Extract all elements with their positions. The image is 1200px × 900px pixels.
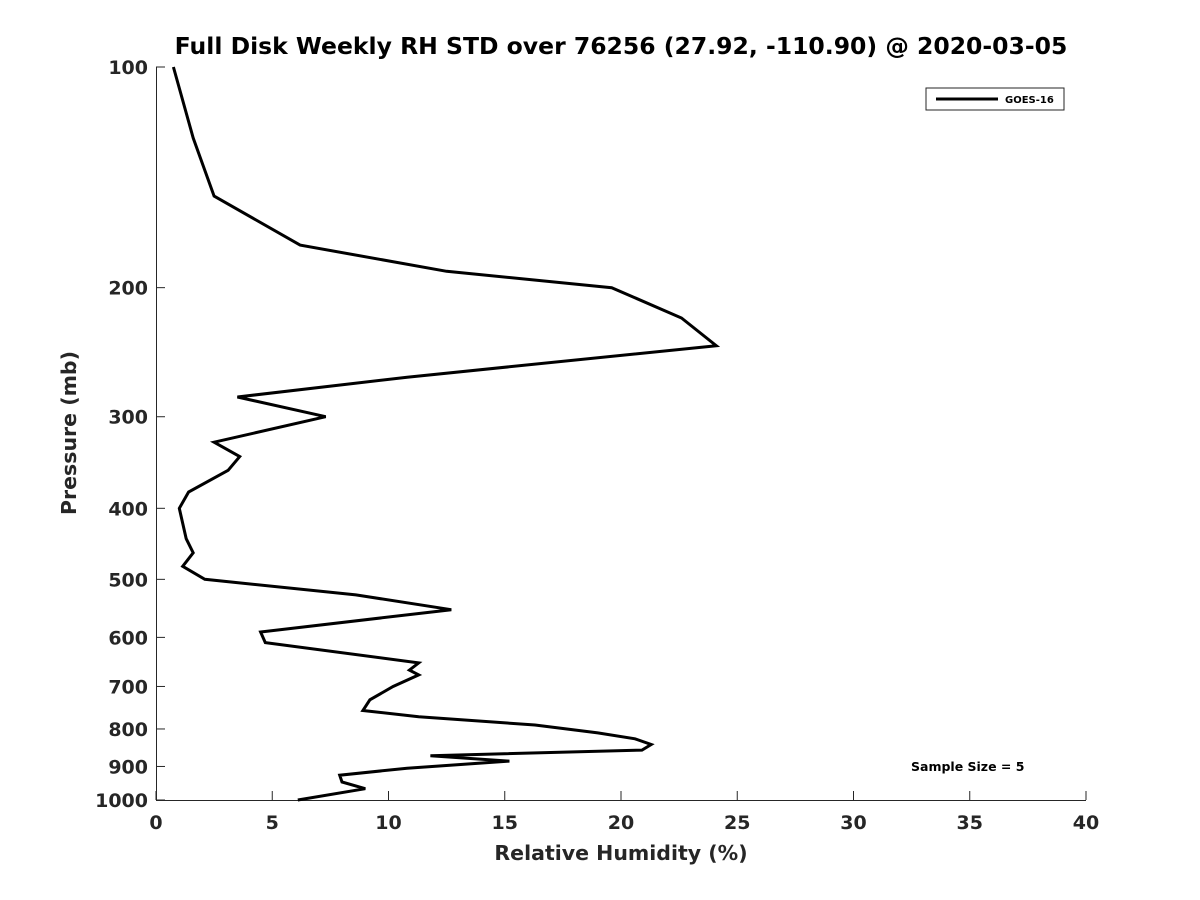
sample-size-annotation: Sample Size = 5 xyxy=(911,759,1024,774)
y-tick-label: 600 xyxy=(108,627,148,649)
x-tick-label: 20 xyxy=(608,812,634,834)
x-axis-label: Relative Humidity (%) xyxy=(494,841,747,865)
y-axis-label: Pressure (mb) xyxy=(57,351,81,515)
y-tick-label: 400 xyxy=(108,498,148,520)
x-tick-label: 0 xyxy=(149,812,162,834)
x-axis-ticks: 0 5 10 15 20 25 30 35 40 xyxy=(149,791,1099,834)
y-tick-label: 500 xyxy=(108,569,148,591)
x-tick-label: 15 xyxy=(492,812,518,834)
y-tick-label: 700 xyxy=(108,676,148,698)
y-tick-label: 800 xyxy=(108,719,148,741)
y-tick-label: 200 xyxy=(108,278,148,300)
y-tick-label: 300 xyxy=(108,407,148,429)
y-tick-label: 100 xyxy=(108,57,148,79)
x-tick-label: 10 xyxy=(375,812,401,834)
series-line-goes-16 xyxy=(171,66,721,802)
x-tick-label: 25 xyxy=(724,812,750,834)
y-axis-ticks: 100 200 300 400 500 600 700 800 900 1000 xyxy=(95,57,165,812)
x-tick-label: 30 xyxy=(840,812,866,834)
y-tick-label: 1000 xyxy=(95,790,148,812)
y-tick-label: 900 xyxy=(108,756,148,778)
legend-label-goes-16: GOES-16 xyxy=(1005,95,1054,106)
x-tick-label: 40 xyxy=(1073,812,1099,834)
chart-title: Full Disk Weekly RH STD over 76256 (27.9… xyxy=(175,32,1068,60)
legend: GOES-16 xyxy=(925,87,1065,111)
x-tick-label: 5 xyxy=(266,812,279,834)
x-tick-label: 35 xyxy=(957,812,983,834)
